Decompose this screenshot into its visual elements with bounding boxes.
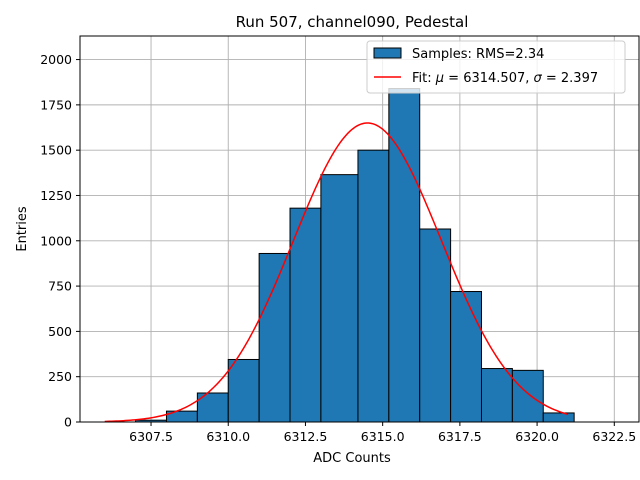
x-tick-label: 6320.0 [515, 429, 559, 444]
axes-frame [79, 35, 640, 423]
y-tick-label: 1250 [40, 188, 72, 203]
histogram-bar [480, 368, 513, 423]
x-tick-label: 6310.0 [206, 429, 250, 444]
x-tick-label: 6307.5 [129, 429, 173, 444]
histogram-bar [289, 207, 322, 423]
y-tick-label: 1000 [40, 233, 72, 248]
x-tick-label: 6317.5 [438, 429, 482, 444]
y-tick-label: 2000 [40, 52, 72, 67]
histogram-bar [196, 392, 229, 423]
histogram-bar [320, 174, 359, 423]
legend-fit-label: Fit: μ = 6314.507, σ = 2.397 [412, 71, 598, 86]
y-axis-ticks: 0 250 500 750 1000 1250 1500 1750 2000 [40, 52, 80, 430]
y-tick-label: 500 [48, 324, 72, 339]
histogram-bar [258, 252, 291, 423]
legend-samples-label: Samples: RMS=2.34 [412, 47, 544, 62]
chart-title: Run 507, channel090, Pedestal [236, 13, 469, 31]
x-axis-label: ADC Counts [313, 451, 391, 466]
legend-sigma-value: = 2.397 [542, 71, 598, 86]
histogram-bar [450, 291, 482, 423]
histogram-bar [511, 369, 544, 423]
y-tick-label: 1750 [40, 97, 72, 112]
fit-curve [104, 122, 569, 423]
legend-fit-prefix: Fit: [412, 71, 436, 86]
legend-samples-swatch [373, 47, 402, 59]
legend-box [366, 40, 626, 94]
histogram-bar [357, 149, 390, 423]
legend-mu-value: = 6314.507, [444, 71, 533, 86]
y-axis-label: Entries [15, 206, 30, 252]
histogram-bar [388, 88, 421, 423]
legend-sigma-symbol: σ [534, 71, 543, 86]
legend: Samples: RMS=2.34 Fit: μ = 6314.507, σ =… [366, 40, 626, 94]
y-tick-label: 1500 [40, 143, 72, 158]
y-tick-label: 750 [48, 279, 72, 294]
legend-mu-symbol: μ [435, 71, 444, 86]
fit-curve-group [104, 122, 569, 423]
histogram-bar [419, 228, 452, 423]
x-tick-label: 6312.5 [284, 429, 328, 444]
y-tick-label: 250 [48, 369, 72, 384]
histogram-bar [542, 412, 575, 423]
y-tick-label: 0 [64, 415, 72, 430]
histogram-bars [135, 88, 575, 423]
x-tick-label: 6322.5 [592, 429, 636, 444]
x-tick-label: 6315.0 [361, 429, 405, 444]
histogram-bar [227, 358, 260, 423]
x-axis-ticks: 6307.5 6310.0 6312.5 6315.0 6317.5 6320.0 6322… [129, 422, 636, 444]
